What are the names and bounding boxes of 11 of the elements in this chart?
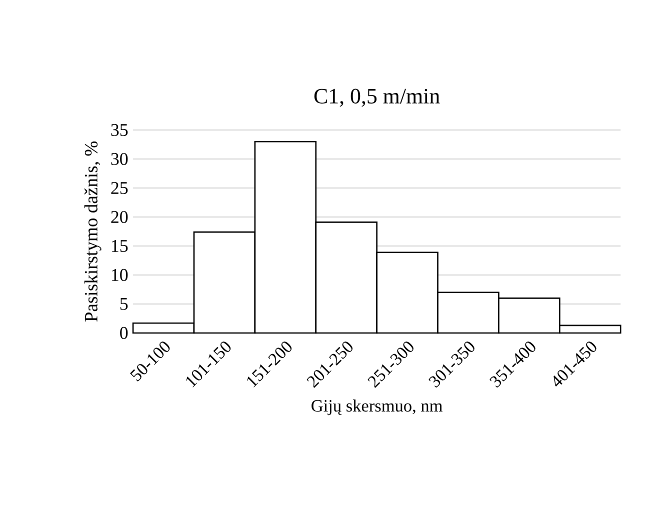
- y-tick-label: 10: [112, 268, 128, 281]
- y-tick-label: 15: [112, 240, 128, 252]
- y-tick-label: 0: [120, 326, 128, 339]
- y-tick-label: 20: [111, 210, 128, 223]
- y-tick-label: 25: [111, 182, 128, 194]
- x-axis-title: Gijų skersmuo, nm: [312, 399, 442, 416]
- y-axis-title: Pasiskirstymo dažnis, %: [84, 141, 102, 322]
- y-tick-label: 30: [111, 152, 128, 165]
- y-tick-label: 35: [111, 124, 128, 136]
- y-tick-label: 5: [120, 298, 128, 310]
- chart-title: C1, 0,5 m/min: [314, 88, 440, 107]
